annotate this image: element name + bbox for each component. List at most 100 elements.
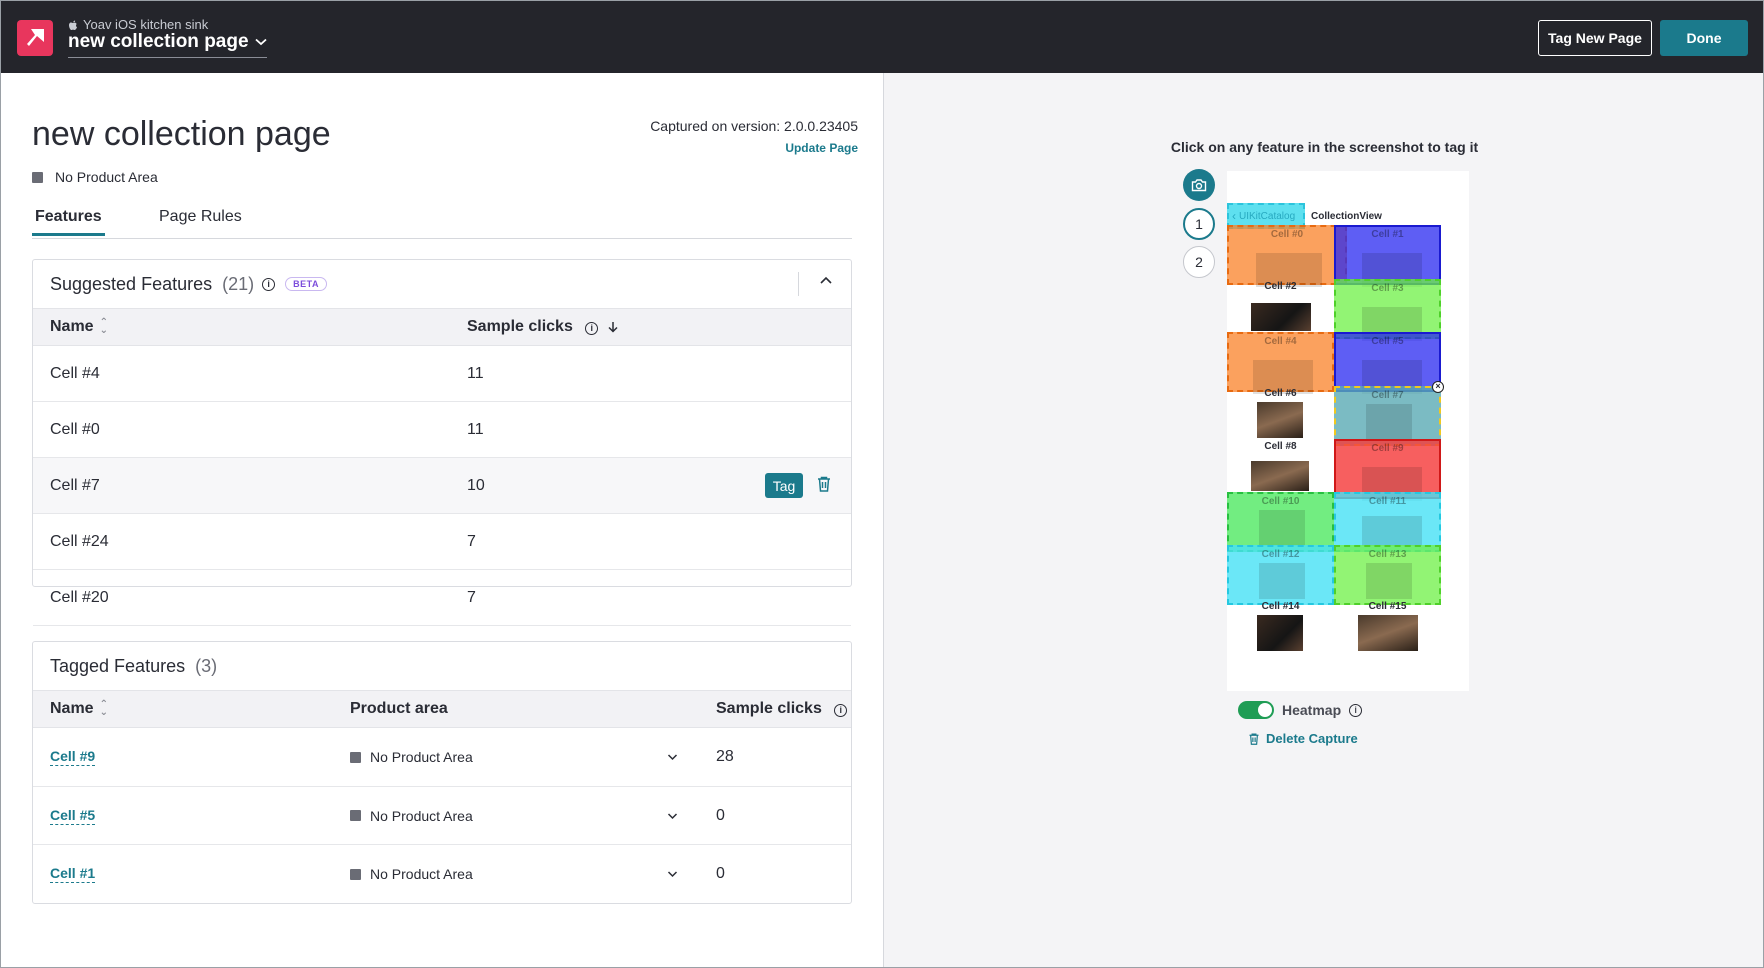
chevron-down-icon[interactable] — [667, 812, 678, 820]
feature-name: Cell #0 — [50, 420, 100, 438]
screenshot-preview-panel: Click on any feature in the screenshot t… — [883, 73, 1763, 967]
cell-label: Cell #6 — [1264, 388, 1297, 399]
product-area-select[interactable]: No Product Area — [350, 749, 473, 765]
nav-back-label: UIKitCatalog — [1239, 210, 1296, 222]
app-screenshot[interactable]: ‹ UIKitCatalog CollectionView Cell #0 Ce… — [1227, 171, 1469, 691]
table-row[interactable]: Cell #7 10 Tag — [33, 458, 851, 514]
suggested-table-header: Name ⌃ ⌄ Sample clicks i — [33, 308, 851, 346]
capture-2-button[interactable]: 2 — [1183, 246, 1215, 278]
capture-1-button[interactable]: 1 — [1183, 208, 1215, 240]
product-area-select[interactable]: No Product Area — [350, 866, 473, 882]
chevron-down-icon — [254, 38, 267, 46]
app-name: Yoav iOS kitchen sink — [83, 17, 209, 32]
nav-title: CollectionView — [1311, 211, 1382, 222]
top-bar: Yoav iOS kitchen sink new collection pag… — [1, 1, 1763, 73]
camera-icon — [1191, 179, 1207, 192]
info-icon[interactable]: i — [1349, 703, 1363, 717]
cell-image — [1257, 615, 1303, 651]
table-row: Cell #1 No Product Area 0 — [33, 845, 851, 903]
cell-11[interactable]: Cell #11 — [1334, 492, 1441, 552]
update-page-link[interactable]: Update Page — [785, 141, 858, 155]
table-row[interactable]: Cell #0 11 — [33, 402, 851, 458]
cell-15[interactable]: Cell #15 — [1334, 599, 1441, 659]
tab-page-rules[interactable]: Page Rules — [159, 208, 242, 225]
cell-label: Cell #2 — [1264, 281, 1297, 292]
cell-7[interactable]: Cell #7 — [1334, 386, 1441, 446]
heatmap-toggle[interactable]: Heatmap i — [1238, 701, 1363, 719]
name-column-header[interactable]: Name ⌃ ⌄ — [50, 316, 108, 336]
sort-icon[interactable]: ⌃ ⌄ — [99, 316, 108, 336]
done-button[interactable]: Done — [1660, 20, 1748, 56]
feature-link[interactable]: Cell #1 — [50, 865, 96, 883]
chevron-down-icon[interactable] — [667, 753, 678, 761]
info-icon[interactable]: i — [262, 277, 276, 291]
nav-back-button[interactable]: ‹ UIKitCatalog — [1227, 203, 1305, 229]
cell-0[interactable]: Cell #0 — [1227, 225, 1347, 287]
tagged-features-title: Tagged Features — [50, 655, 186, 676]
apple-icon — [69, 20, 77, 30]
table-row[interactable]: Cell #4 11 — [33, 346, 851, 402]
sample-clicks-label: Sample clicks — [467, 318, 573, 335]
product-area-label: No Product Area — [55, 169, 158, 185]
feature-clicks: 7 — [467, 532, 476, 550]
tagged-table-header: Name ⌃ ⌄ Product area Sample clicks i — [33, 690, 851, 728]
cell-1[interactable]: Cell #1 — [1334, 225, 1441, 287]
sample-clicks-column-header: Sample clicks i — [716, 700, 848, 718]
cell-label: Cell #11 — [1368, 496, 1407, 507]
product-area-select[interactable]: No Product Area — [350, 808, 473, 824]
feature-link[interactable]: Cell #5 — [50, 806, 96, 825]
cell-6[interactable]: Cell #6 — [1227, 386, 1334, 446]
cell-label: Cell #12 — [1261, 549, 1300, 560]
cell-9[interactable]: Cell #9 — [1334, 439, 1441, 501]
suggested-features-header: Suggested Features (21) i BETA — [33, 260, 851, 308]
info-icon[interactable]: i — [585, 322, 599, 335]
sample-clicks-label: Sample clicks — [716, 700, 822, 717]
tag-new-page-button[interactable]: Tag New Page — [1538, 20, 1652, 56]
trash-icon[interactable] — [816, 475, 832, 493]
collapse-chevron-icon[interactable] — [819, 274, 833, 288]
cell-3[interactable]: Cell #3 — [1334, 279, 1441, 341]
cell-label: Cell #15 — [1368, 601, 1407, 612]
product-area-swatch — [350, 868, 361, 880]
cell-2[interactable]: Cell #2 — [1227, 279, 1334, 339]
info-icon[interactable]: i — [834, 704, 848, 717]
cell-12[interactable]: Cell #12 — [1227, 545, 1334, 605]
table-row[interactable]: Cell #20 7 — [33, 570, 851, 626]
name-column-header[interactable]: Name ⌃ ⌄ — [50, 698, 108, 718]
sample-clicks-column-header[interactable]: Sample clicks i — [467, 318, 619, 336]
tab-features[interactable]: Features — [32, 205, 105, 236]
capture-button[interactable] — [1183, 169, 1215, 201]
suggested-features-title: Suggested Features — [50, 273, 213, 294]
sort-desc-arrow-icon[interactable] — [607, 321, 619, 333]
cell-image — [1366, 563, 1412, 599]
table-row: Cell #9 No Product Area 28 — [33, 728, 851, 787]
product-area-value: No Product Area — [370, 866, 473, 882]
cell-10[interactable]: Cell #10 — [1227, 492, 1334, 552]
suggested-features-card: Suggested Features (21) i BETA Name ⌃ ⌄ Sa… — [32, 259, 852, 626]
app-logo[interactable] — [17, 20, 53, 56]
sort-icon[interactable]: ⌃ ⌄ — [99, 698, 108, 718]
cell-label: Cell #5 — [1371, 336, 1404, 347]
cell-5[interactable]: Cell #5 — [1334, 332, 1441, 394]
cell-13[interactable]: Cell #13 — [1334, 545, 1441, 605]
feature-clicks: 0 — [716, 806, 725, 824]
cell-image — [1257, 402, 1303, 438]
heatmap-label: Heatmap — [1282, 702, 1342, 718]
delete-capture-button[interactable]: Delete Capture — [1248, 731, 1358, 746]
page-selector[interactable]: new collection page — [68, 31, 267, 58]
table-row[interactable]: Cell #24 7 — [33, 514, 851, 570]
feature-name: Cell #7 — [50, 476, 100, 494]
cell-image — [1366, 404, 1412, 440]
close-icon[interactable]: × — [1432, 381, 1444, 393]
cell-14[interactable]: Cell #14 — [1227, 599, 1334, 659]
product-area-indicator: No Product Area — [32, 169, 158, 185]
heatmap-switch[interactable] — [1238, 701, 1274, 719]
chevron-down-icon[interactable] — [667, 870, 678, 878]
feature-link[interactable]: Cell #9 — [50, 748, 96, 766]
tag-button[interactable]: Tag — [765, 473, 803, 498]
product-area-value: No Product Area — [370, 807, 473, 824]
delete-capture-label: Delete Capture — [1266, 731, 1358, 746]
product-area-swatch — [350, 810, 361, 821]
cell-8[interactable]: Cell #8 — [1227, 439, 1334, 499]
cell-4[interactable]: Cell #4 — [1227, 332, 1334, 394]
